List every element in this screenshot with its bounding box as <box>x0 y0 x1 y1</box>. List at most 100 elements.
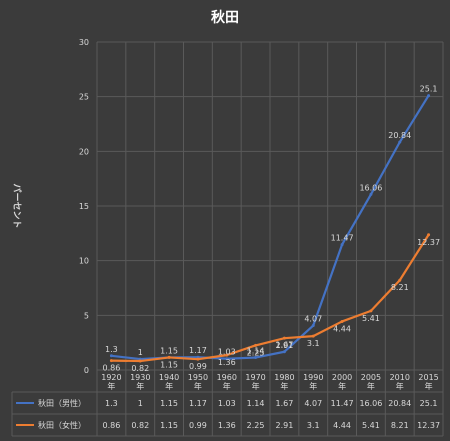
x-tick-suffix: 年 <box>252 381 260 391</box>
data-label: 1.15 <box>160 346 178 355</box>
x-tick-suffix: 年 <box>338 381 346 391</box>
table-cell: 16.06 <box>359 399 382 408</box>
x-tick-label: 1930 <box>130 373 150 382</box>
data-label: 0.99 <box>189 362 207 371</box>
data-labels: 1.3 1 1.15 1.17 1.03 1.14 1.67 4.07 11.47 16.06 20… <box>103 85 441 373</box>
data-label: 11.47 <box>331 234 354 243</box>
y-tick-label: 15 <box>79 202 89 211</box>
table-cell: 1.15 <box>160 421 178 430</box>
table-cell: 8.21 <box>391 421 409 430</box>
data-label: 2.25 <box>247 348 265 357</box>
data-point <box>109 359 113 363</box>
data-point <box>369 192 373 196</box>
data-label: 0.86 <box>103 364 121 373</box>
data-point <box>254 356 258 360</box>
x-tick-suffix: 年 <box>165 381 173 391</box>
data-label: 1.17 <box>189 346 207 355</box>
x-tick-suffix: 年 <box>223 381 231 391</box>
data-label: 1 <box>138 348 143 357</box>
table-cell: 4.44 <box>333 421 351 430</box>
y-axis-label: パーセント <box>11 183 23 228</box>
table-cell: 1.15 <box>160 399 178 408</box>
data-point <box>196 357 200 361</box>
table-cell: 11.47 <box>331 399 354 408</box>
data-point <box>225 353 229 357</box>
data-label: 16.06 <box>359 183 382 192</box>
x-tick-label: 2000 <box>332 373 352 382</box>
data-label: 2.91 <box>276 341 294 350</box>
table-cell: 1.36 <box>218 421 236 430</box>
x-tick-label: 1960 <box>217 373 237 382</box>
data-label: 0.82 <box>131 364 149 373</box>
y-tick-label: 10 <box>79 257 89 266</box>
x-tick-label: 2015 <box>418 373 438 382</box>
data-point <box>311 334 315 338</box>
series-lines <box>109 94 431 363</box>
data-label: 5.41 <box>362 314 380 323</box>
x-tick-suffix: 年 <box>396 381 404 391</box>
x-tick-label: 1920 <box>101 373 121 382</box>
table-cell: 1.17 <box>189 399 207 408</box>
data-point <box>311 324 315 328</box>
data-label: 20.84 <box>388 131 411 140</box>
data-label: 1.14 <box>247 347 265 356</box>
data-label: 1.36 <box>218 358 236 367</box>
table-cell: 0.86 <box>103 421 121 430</box>
table-cell: 1.67 <box>276 399 294 408</box>
x-tick-label: 2010 <box>390 373 410 382</box>
table-cell: 1.03 <box>218 399 236 408</box>
data-point <box>109 354 113 358</box>
table-cell: 4.07 <box>304 399 322 408</box>
data-point <box>427 233 431 237</box>
chart-title: 秋田 <box>211 9 239 26</box>
data-point <box>282 336 286 340</box>
data-point <box>427 94 431 98</box>
data-label: 1.3 <box>105 345 118 354</box>
table-cell: 1 <box>138 399 143 408</box>
legend-label: 秋田（男性） <box>38 398 86 408</box>
data-label: 1.67 <box>276 341 294 350</box>
table-cell: 12.37 <box>417 421 440 430</box>
legend-label: 秋田（女性） <box>38 420 86 430</box>
x-tick-label: 1940 <box>159 373 179 382</box>
x-tick-label: 2005 <box>361 373 381 382</box>
table-cell: 1.3 <box>105 399 118 408</box>
data-label: 4.44 <box>333 324 351 333</box>
data-label: 25.1 <box>420 85 438 94</box>
data-point <box>254 343 258 347</box>
table-cell: 5.41 <box>362 421 380 430</box>
data-point <box>369 309 373 313</box>
x-tick-label: 1990 <box>303 373 323 382</box>
y-tick-label: 20 <box>79 147 89 156</box>
data-point <box>340 319 344 323</box>
x-tick-suffix: 年 <box>136 381 144 391</box>
data-table: 1920年1930年1940年1950年1960年1970年1980年1990年… <box>11 369 444 437</box>
series-line <box>110 233 430 363</box>
data-label: 8.21 <box>391 283 409 292</box>
y-tick-label: 25 <box>79 93 89 102</box>
table-cell: 2.25 <box>247 421 265 430</box>
data-point <box>167 355 171 359</box>
x-tick-suffix: 年 <box>425 381 433 391</box>
table-cell: 20.84 <box>388 399 411 408</box>
data-label: 12.37 <box>417 238 440 247</box>
x-tick-suffix: 年 <box>309 381 317 391</box>
y-tick-label: 5 <box>84 311 89 320</box>
data-label: 3.1 <box>307 339 320 348</box>
x-tick-label: 1980 <box>274 373 294 382</box>
data-point <box>282 350 286 354</box>
x-tick-suffix: 年 <box>194 381 202 391</box>
table-cell: 0.82 <box>131 421 149 430</box>
y-axis-ticks: 0 5 10 15 20 25 30 <box>79 38 89 375</box>
table-cell: 0.99 <box>189 421 207 430</box>
table-cell: 3.1 <box>307 421 320 430</box>
table-cell: 25.1 <box>420 399 438 408</box>
data-point <box>340 243 344 247</box>
y-tick-label: 0 <box>84 366 89 375</box>
table-cell: 2.91 <box>276 421 294 430</box>
x-tick-suffix: 年 <box>280 381 288 391</box>
data-label: 4.07 <box>304 315 322 324</box>
x-tick-suffix: 年 <box>107 381 115 391</box>
table-cell: 1.14 <box>247 399 265 408</box>
